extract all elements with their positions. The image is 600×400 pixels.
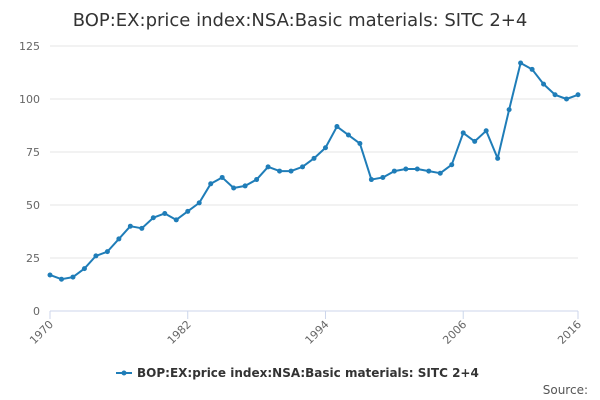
data-point[interactable]	[552, 92, 558, 98]
data-point[interactable]	[437, 170, 443, 176]
data-point[interactable]	[242, 183, 248, 189]
y-tick-label: 25	[26, 252, 40, 265]
x-tick-label: 1970	[27, 318, 56, 347]
data-point[interactable]	[506, 107, 512, 113]
data-point[interactable]	[345, 132, 351, 138]
source-label: Source:	[543, 383, 588, 397]
x-tick-label: 2016	[555, 318, 584, 347]
grid-lines	[50, 45, 578, 259]
data-point[interactable]	[265, 164, 271, 170]
series-layer	[47, 60, 581, 282]
data-point[interactable]	[70, 274, 76, 280]
data-point[interactable]	[196, 200, 202, 206]
legend-marker-swatch	[121, 370, 127, 376]
data-point[interactable]	[357, 141, 363, 147]
data-point[interactable]	[300, 164, 306, 170]
legend[interactable]: BOP:EX:price index:NSA:Basic materials: …	[116, 366, 479, 380]
data-point[interactable]	[449, 162, 455, 168]
data-point[interactable]	[231, 185, 237, 191]
data-point[interactable]	[81, 266, 87, 272]
data-point[interactable]	[208, 181, 214, 187]
data-point[interactable]	[288, 168, 294, 174]
data-point[interactable]	[518, 60, 524, 66]
data-point[interactable]	[541, 81, 547, 87]
data-point[interactable]	[426, 168, 432, 174]
data-point[interactable]	[150, 215, 156, 221]
data-point[interactable]	[47, 272, 53, 278]
data-point[interactable]	[391, 168, 397, 174]
data-point[interactable]	[334, 124, 340, 130]
x-tick-label: 1982	[165, 318, 194, 347]
legend-label: BOP:EX:price index:NSA:Basic materials: …	[137, 366, 479, 380]
data-point[interactable]	[58, 276, 64, 282]
y-tick-label: 0	[33, 305, 40, 318]
y-axis: 0 25 50 75 100 125	[19, 40, 40, 318]
data-point[interactable]	[575, 92, 581, 98]
data-point[interactable]	[483, 128, 489, 134]
data-point[interactable]	[104, 249, 110, 255]
data-point[interactable]	[529, 66, 535, 72]
data-point[interactable]	[127, 223, 133, 229]
series-line-0[interactable]	[49, 61, 579, 281]
x-tick-label: 1994	[303, 318, 332, 347]
data-point[interactable]	[472, 138, 478, 144]
data-point[interactable]	[116, 236, 122, 242]
data-point[interactable]	[311, 155, 317, 161]
data-point[interactable]	[277, 168, 283, 174]
data-point[interactable]	[93, 253, 99, 259]
y-tick-label: 75	[26, 146, 40, 159]
x-tick-label: 2006	[440, 318, 469, 347]
x-axis: 1970 1982 1994 2006 2016	[27, 310, 584, 347]
data-point[interactable]	[185, 208, 191, 214]
data-point[interactable]	[380, 174, 386, 180]
y-tick-label: 100	[19, 93, 40, 106]
data-point[interactable]	[219, 174, 225, 180]
data-point[interactable]	[173, 217, 179, 223]
data-point[interactable]	[139, 225, 145, 231]
y-tick-label: 50	[26, 199, 40, 212]
data-point[interactable]	[564, 96, 570, 102]
data-point[interactable]	[322, 145, 328, 151]
data-point[interactable]	[368, 177, 374, 183]
chart-title: BOP:EX:price index:NSA:Basic materials: …	[73, 10, 528, 31]
data-point[interactable]	[495, 155, 501, 161]
data-point[interactable]	[460, 130, 466, 136]
y-tick-label: 125	[19, 40, 40, 53]
data-point[interactable]	[403, 166, 409, 172]
data-point[interactable]	[162, 210, 168, 216]
data-point[interactable]	[414, 166, 420, 172]
data-point[interactable]	[254, 177, 260, 183]
